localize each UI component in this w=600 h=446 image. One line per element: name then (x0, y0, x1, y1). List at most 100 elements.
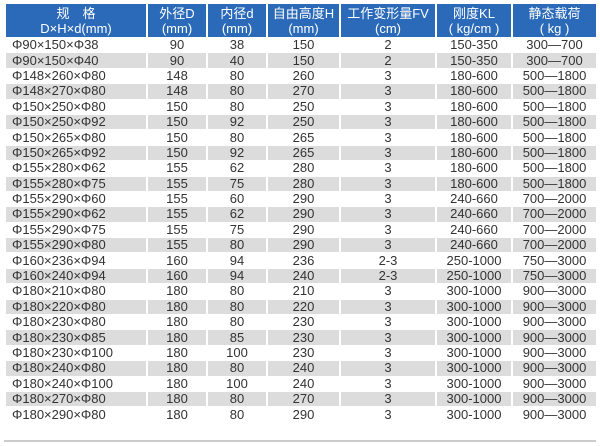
cell-stiffness: 300-1000 (446, 345, 502, 360)
cell-static-load: 300—700 (513, 53, 596, 68)
cell-inner-diameter: 94 (208, 268, 266, 284)
cell-inner-diameter: 40 (208, 53, 266, 68)
cell-stiffness: 180-600 (450, 129, 498, 145)
cell-inner-diameter: 80 (229, 129, 245, 145)
cell-spec: Φ180×230×Φ80 (12, 314, 106, 330)
cell-deformation: 3 (384, 221, 392, 237)
cell-spec: Φ180×230×Φ85 (6, 330, 146, 345)
cell-spec: Φ155×290×Φ62 (6, 207, 146, 222)
cell-deformation: 3 (384, 375, 392, 391)
cell-spec: Φ180×220×Φ80 (6, 299, 146, 315)
header-stiffness: 刚度KL( kg/cm ) (437, 4, 511, 37)
cell-deformation: 3 (384, 160, 392, 176)
cell-static-load: 500—1800 (513, 114, 596, 130)
bottom-rule (4, 440, 596, 442)
cell-outer-diameter: 148 (166, 67, 188, 83)
cell-static-load: 900—3000 (513, 299, 596, 315)
header-inner-diameter-unit: (mm) (221, 20, 253, 36)
cell-outer-diameter: 160 (148, 268, 206, 284)
cell-inner-diameter: 62 (229, 160, 245, 176)
cell-static-load: 900—3000 (522, 375, 587, 391)
cell-spec: Φ180×230×Φ100 (12, 345, 113, 360)
cell-outer-diameter: 180 (148, 330, 206, 345)
cell-outer-diameter: 155 (148, 207, 206, 222)
cell-static-load: 700—2000 (522, 191, 587, 207)
table-row: Φ180×240×Φ80 180 80 240 3 300-1000 900—3000 (6, 361, 596, 376)
table-row: Φ155×290×Φ75 155 75 290 3 240-660 700—2000 (6, 221, 596, 237)
cell-inner-diameter: 94 (229, 252, 245, 268)
cell-free-height: 236 (292, 252, 315, 268)
cell-static-load: 500—1800 (513, 84, 596, 99)
cell-spec: Φ148×260×Φ80 (12, 67, 106, 83)
cell-free-height: 290 (292, 406, 315, 422)
cell-free-height: 270 (268, 391, 339, 407)
cell-free-height: 260 (292, 67, 315, 83)
table-row: Φ148×270×Φ80 148 80 270 3 180-600 500—1800 (6, 84, 596, 99)
table-row: Φ90×150×Φ40 90 40 150 2 150-350 300—700 (6, 53, 596, 68)
cell-static-load: 900—3000 (513, 330, 596, 345)
table-row: Φ180×270×Φ80 180 80 270 3 300-1000 900—3000 (6, 391, 596, 407)
cell-inner-diameter: 92 (208, 145, 266, 161)
table-row: Φ90×150×Φ38 90 38 150 2 150-350 300—700 (6, 37, 596, 53)
table-row: Φ180×230×Φ80 180 80 230 3 300-1000 900—3000 (6, 315, 596, 329)
cell-static-load: 700—2000 (513, 207, 596, 222)
cell-static-load: 900—3000 (513, 361, 596, 376)
cell-stiffness: 150-350 (450, 37, 498, 53)
cell-stiffness: 300-1000 (437, 330, 511, 345)
cell-static-load: 900—3000 (522, 345, 587, 360)
cell-inner-diameter: 80 (208, 238, 266, 253)
cell-spec: Φ90×150×Φ38 (12, 37, 99, 53)
table-row: Φ180×230×Φ85 180 85 230 3 300-1000 900—3000 (6, 330, 596, 345)
header-outer-diameter: 外径D (mm) (148, 4, 206, 37)
cell-outer-diameter: 180 (148, 361, 206, 376)
cell-free-height: 240 (268, 268, 339, 284)
header-inner-diameter: 内径d (mm) (208, 4, 266, 37)
cell-spec: Φ155×290×Φ60 (12, 191, 106, 207)
cell-stiffness: 180-600 (437, 176, 511, 191)
cell-stiffness: 180-600 (437, 145, 511, 161)
cell-free-height: 290 (268, 207, 339, 222)
header-spec-unit: D×H×d(mm) (40, 20, 112, 36)
cell-stiffness: 180-600 (450, 160, 498, 176)
cell-stiffness: 250-1000 (437, 268, 511, 284)
cell-static-load: 500—1800 (513, 145, 596, 161)
cell-free-height: 280 (292, 160, 315, 176)
cell-free-height: 250 (292, 98, 315, 114)
cell-inner-diameter: 80 (229, 67, 245, 83)
cell-stiffness: 180-600 (437, 84, 511, 99)
cell-static-load: 500—1800 (522, 98, 587, 114)
cell-inner-diameter: 80 (208, 299, 266, 315)
cell-stiffness: 300-1000 (446, 375, 502, 391)
cell-outer-diameter: 180 (166, 345, 188, 360)
cell-free-height: 290 (268, 238, 339, 253)
cell-outer-diameter: 180 (166, 314, 188, 330)
table-row: Φ155×290×Φ62 155 62 290 3 240-660 700—2000 (6, 207, 596, 222)
header-free-height-label: 自由高度H (272, 5, 335, 21)
cell-inner-diameter: 80 (208, 361, 266, 376)
cell-deformation: 3 (341, 176, 435, 191)
cell-outer-diameter: 160 (166, 252, 188, 268)
cell-spec: Φ180×240×Φ80 (6, 361, 146, 376)
cell-spec: Φ155×290×Φ75 (12, 221, 106, 237)
cell-inner-diameter: 100 (226, 375, 248, 391)
cell-spec: Φ90×150×Φ40 (6, 53, 146, 68)
cell-outer-diameter: 150 (148, 145, 206, 161)
cell-spec: Φ150×250×Φ92 (6, 114, 146, 130)
cell-stiffness: 250-1000 (446, 252, 502, 268)
cell-deformation: 2-3 (341, 268, 435, 284)
cell-outer-diameter: 180 (166, 406, 188, 422)
cell-outer-diameter: 155 (166, 191, 188, 207)
cell-outer-diameter: 155 (166, 221, 188, 237)
table-row: Φ148×260×Φ80 148 80 260 3 180-600 500—1800 (6, 67, 596, 83)
cell-deformation: 3 (341, 391, 435, 407)
table-row: Φ150×250×Φ92 150 92 250 3 180-600 500—1800 (6, 114, 596, 130)
cell-spec: Φ160×236×Φ94 (12, 252, 106, 268)
cell-static-load: 700—2000 (513, 238, 596, 253)
cell-outer-diameter: 155 (166, 160, 188, 176)
cell-static-load: 500—1800 (522, 160, 587, 176)
cell-outer-diameter: 180 (148, 299, 206, 315)
cell-inner-diameter: 80 (208, 84, 266, 99)
header-deformation: 工作变形量FV (cm) (341, 4, 435, 37)
cell-free-height: 290 (292, 191, 315, 207)
cell-spec: Φ150×265×Φ80 (12, 129, 106, 145)
